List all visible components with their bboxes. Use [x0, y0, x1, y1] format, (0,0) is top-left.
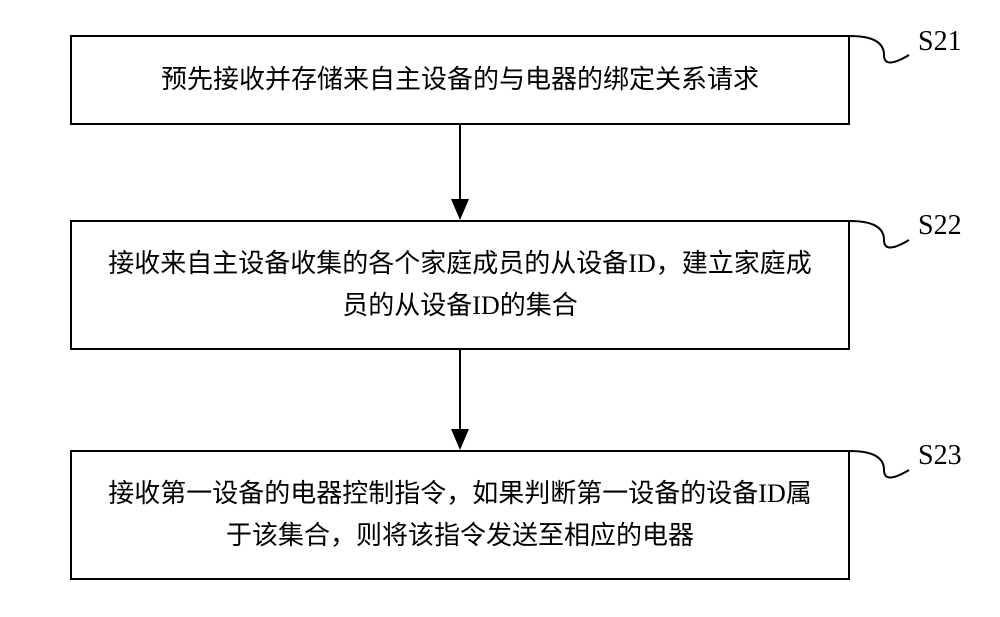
flowchart-arrow — [445, 350, 475, 451]
node-text: 接收第一设备的电器控制指令，如果判断第一设备的设备ID属于该集合，则将该指令发送… — [102, 473, 818, 556]
flowchart-node: 预先接收并存储来自主设备的与电器的绑定关系请求 — [70, 35, 850, 125]
bracket-connector — [849, 35, 919, 75]
bracket-connector — [849, 220, 919, 260]
flowchart-node: 接收第一设备的电器控制指令，如果判断第一设备的设备ID属于该集合，则将该指令发送… — [70, 450, 850, 580]
flowchart-node: 接收来自主设备收集的各个家庭成员的从设备ID，建立家庭成员的从设备ID的集合 — [70, 220, 850, 350]
step-label: S23 — [918, 440, 962, 472]
bracket-connector — [849, 450, 919, 490]
flowchart-arrow — [445, 125, 475, 221]
step-label: S22 — [918, 210, 962, 242]
step-label: S21 — [918, 26, 962, 58]
node-text: 预先接收并存储来自主设备的与电器的绑定关系请求 — [161, 59, 759, 101]
node-text: 接收来自主设备收集的各个家庭成员的从设备ID，建立家庭成员的从设备ID的集合 — [102, 243, 818, 326]
